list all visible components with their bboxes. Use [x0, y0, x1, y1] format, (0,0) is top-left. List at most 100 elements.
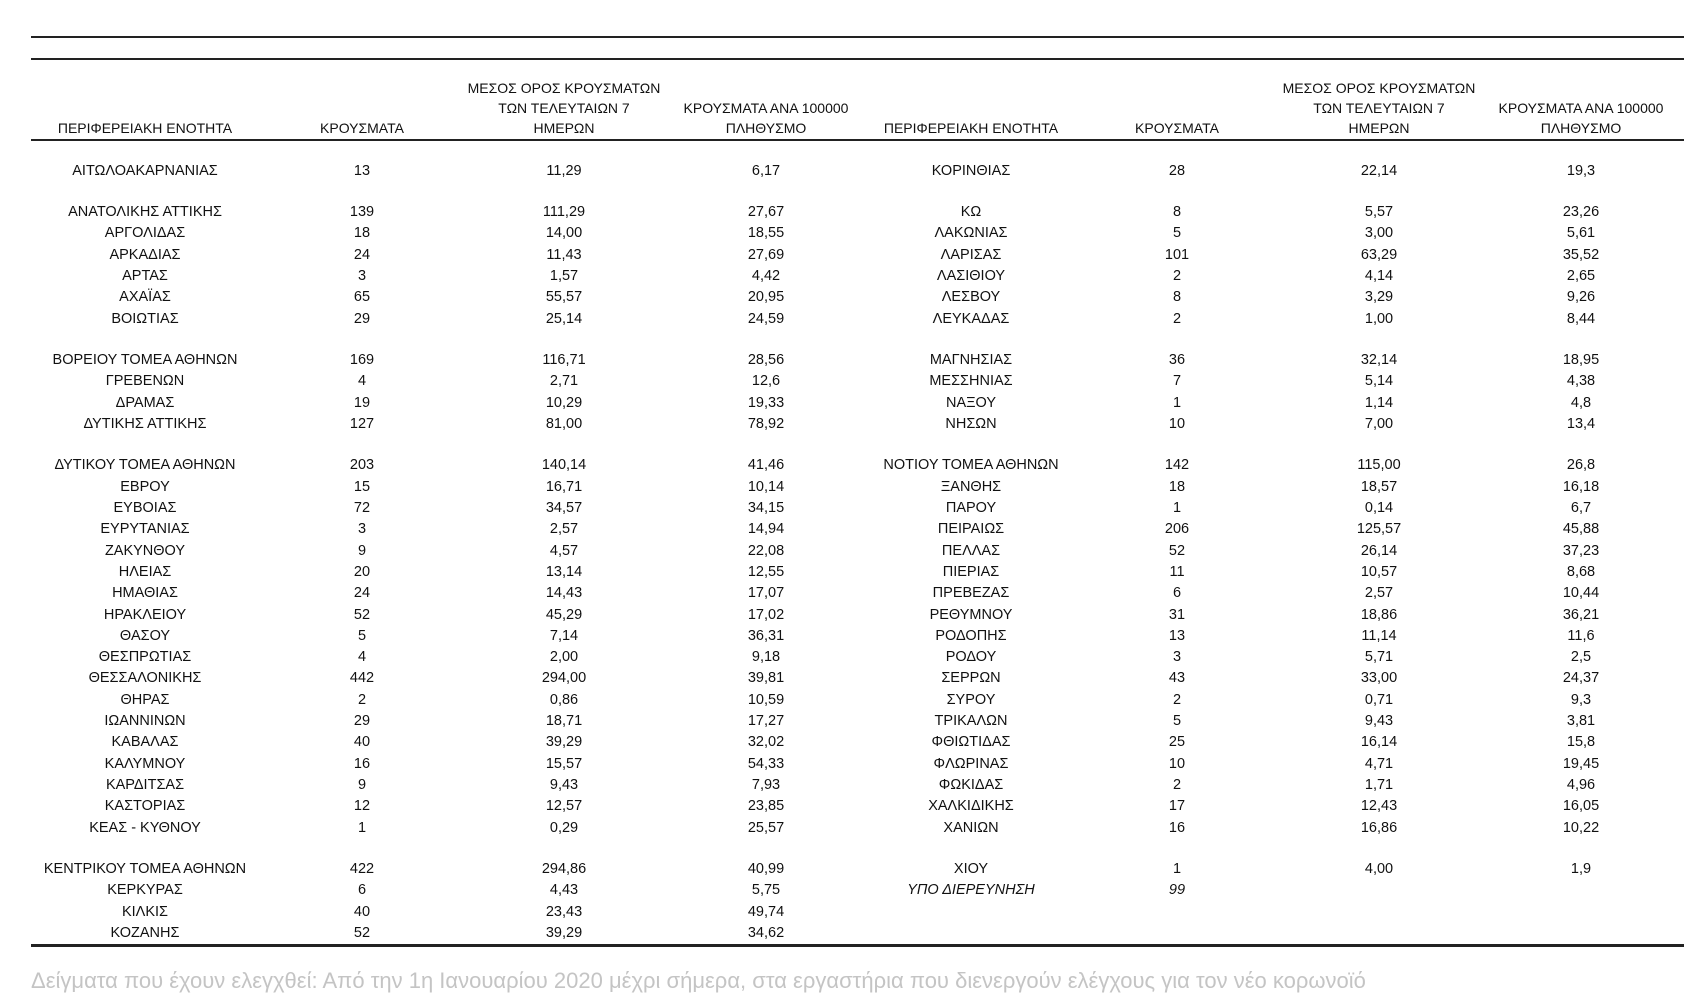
region-name: ΒΟΡΕΙΟΥ ΤΟΜΕΑ ΑΘΗΝΩΝ	[52, 352, 238, 368]
table-cell: 24	[353, 246, 371, 263]
table-cell: 63,29	[1360, 246, 1398, 263]
region-name: ΗΛΕΙΑΣ	[118, 563, 172, 580]
table-cell: 36,21	[1562, 606, 1600, 623]
region-name: ΠΕΙΡΑΙΩΣ	[937, 521, 1005, 538]
header-line: ΗΜΕΡΩΝ	[1348, 120, 1410, 136]
table-cell: 13	[1168, 627, 1186, 644]
table-cell: 22,14	[1360, 162, 1398, 179]
header-bottom-rule	[31, 139, 1684, 141]
table-cell: 10,14	[747, 478, 785, 495]
region-name: ΔΥΤΙΚΗΣ ΑΤΤΙΚΗΣ	[83, 415, 207, 432]
table-cell: 14,94	[747, 521, 785, 538]
region-name: ΗΜΑΘΙΑΣ	[112, 585, 178, 602]
table-cell: 25,57	[747, 819, 785, 836]
region-name: ΚΟΖΑΝΗΣ	[110, 924, 180, 941]
region-name: ΖΑΚΥΝΘΟΥ	[104, 542, 186, 559]
table-cell: 49,74	[747, 903, 785, 920]
table-cell: 11,6	[1567, 627, 1595, 644]
table-cell: 34,57	[545, 500, 583, 516]
column-header: ΜΕΣΟΣ ΟΡΟΣ ΚΡΟΥΣΜΑΤΩΝ ΤΩΝ ΤΕΛΕΥΤΑΙΩΝ 7 ΗΜΕ…	[434, 78, 694, 138]
table-cell: 140,14	[541, 457, 587, 474]
region-name: ΝΑΞΟΥ	[945, 394, 997, 411]
table-cell: 27,67	[747, 204, 785, 220]
table-cell: 99	[1168, 882, 1186, 899]
table-cell: 6,7	[1570, 500, 1592, 516]
table-cell: 7,00	[1364, 415, 1394, 432]
table-cell: 9,43	[1364, 713, 1394, 729]
table-cell: 29	[353, 713, 371, 729]
table-cell: 45,88	[1562, 521, 1600, 538]
table-bottom-rule	[31, 944, 1684, 947]
table-cell: 4,38	[1566, 373, 1596, 390]
column-header: ΠΕΡΙΦΕΡΕΙΑΚΗ ΕΝΟΤΗΤΑ	[15, 118, 275, 138]
region-name: ΡΟΔΟΠΗΣ	[935, 627, 1007, 644]
region-name: ΥΠΟ ΔΙΕΡΕΥΝΗΣΗ	[907, 882, 1035, 899]
table-cell: 3	[357, 521, 367, 538]
region-name: ΝΗΣΩΝ	[945, 415, 997, 432]
table-cell: 3,00	[1364, 225, 1394, 242]
header-line: ΗΜΕΡΩΝ	[533, 120, 595, 136]
region-name: ΠΙΕΡΙΑΣ	[942, 563, 1000, 580]
table-cell: 5,75	[751, 882, 781, 899]
region-name: ΠΕΛΛΑΣ	[941, 542, 1001, 559]
header-line: ΚΡΟΥΣΜΑΤΑ ΑΝΑ 100000	[683, 100, 849, 116]
table-cell: 2,00	[549, 649, 579, 666]
table-cell: 16,05	[1562, 798, 1600, 815]
table-cell: 37,23	[1562, 542, 1600, 559]
footer-text: Δείγματα που έχουν ελεγχθεί: Από την 1η …	[31, 968, 1366, 993]
table-cell: 10,22	[1562, 819, 1600, 836]
table-cell: 1,14	[1364, 394, 1394, 411]
region-name: ΤΡΙΚΑΛΩΝ	[934, 713, 1008, 729]
table-cell: 43	[1168, 670, 1186, 687]
header-line: ΚΡΟΥΣΜΑΤΑ	[320, 120, 404, 136]
table-cell: 16	[1168, 819, 1186, 836]
table-cell: 18,86	[1360, 606, 1398, 623]
region-name: ΡΕΘΥΜΝΟΥ	[929, 606, 1013, 623]
table-cell: 13,4	[1566, 415, 1596, 432]
region-name: ΚΕΝΤΡΙΚΟΥ ΤΟΜΕΑ ΑΘΗΝΩΝ	[43, 861, 247, 877]
table-cell: 11	[1169, 563, 1185, 580]
table-cell: 2,71	[549, 373, 579, 390]
table-cell: 3,81	[1566, 713, 1596, 729]
table-cell: 31	[1168, 606, 1186, 623]
region-name: ΑΡΚΑΔΙΑΣ	[109, 246, 181, 263]
table-cell: 23,85	[747, 798, 785, 815]
table-cell: 17,02	[747, 606, 785, 623]
region-name: ΑΧΑΪΑΣ	[119, 289, 171, 306]
table-cell: 16,71	[545, 478, 583, 495]
region-name: ΧΑΛΚΙΔΙΚΗΣ	[928, 798, 1014, 815]
table-cell: 9,18	[751, 649, 781, 666]
table-cell: 20,95	[747, 289, 785, 306]
table-cell: 139	[349, 204, 375, 220]
table-cell: 65	[353, 289, 371, 306]
table-cell: 36	[1168, 352, 1186, 368]
table-cell: 1,71	[1364, 776, 1394, 793]
header-line: ΤΩΝ ΤΕΛΕΥΤΑΙΩΝ 7	[498, 100, 630, 116]
table-cell: 12,55	[747, 563, 785, 580]
table-cell: 5	[1172, 225, 1182, 242]
table-cell: 9,26	[1566, 289, 1596, 306]
table-cell: 2,57	[1364, 585, 1394, 602]
table-cell: 4,96	[1566, 776, 1596, 793]
table-cell: 101	[1164, 246, 1190, 263]
table-cell: 0,71	[1364, 691, 1394, 708]
table-cell: 3,29	[1364, 289, 1394, 306]
table-cell: 1	[1172, 394, 1182, 411]
table-cell: 4	[357, 649, 367, 666]
table-cell: 28,56	[747, 352, 785, 368]
table-cell: 39,29	[545, 924, 583, 941]
table-cell: 23,26	[1562, 204, 1600, 220]
table-cell: 52	[353, 924, 371, 941]
table-cell: 34,15	[747, 500, 785, 516]
table-cell: 0,29	[549, 819, 579, 836]
table-cell: 4,8	[1570, 394, 1592, 411]
table-cell: 1	[1172, 500, 1182, 516]
table-cell: 52	[1168, 542, 1186, 559]
header-line: ΠΛΗΘΥΣΜΟ	[725, 120, 807, 136]
table-cell: 19,45	[1562, 755, 1600, 772]
table-cell: 10,59	[747, 691, 785, 708]
table-cell: 2,5	[1570, 649, 1592, 666]
table-cell: 206	[1164, 521, 1190, 538]
region-name: ΑΙΤΩΛΟΑΚΑΡΝΑΝΙΑΣ	[72, 162, 218, 179]
table-cell: 35,52	[1562, 246, 1600, 263]
